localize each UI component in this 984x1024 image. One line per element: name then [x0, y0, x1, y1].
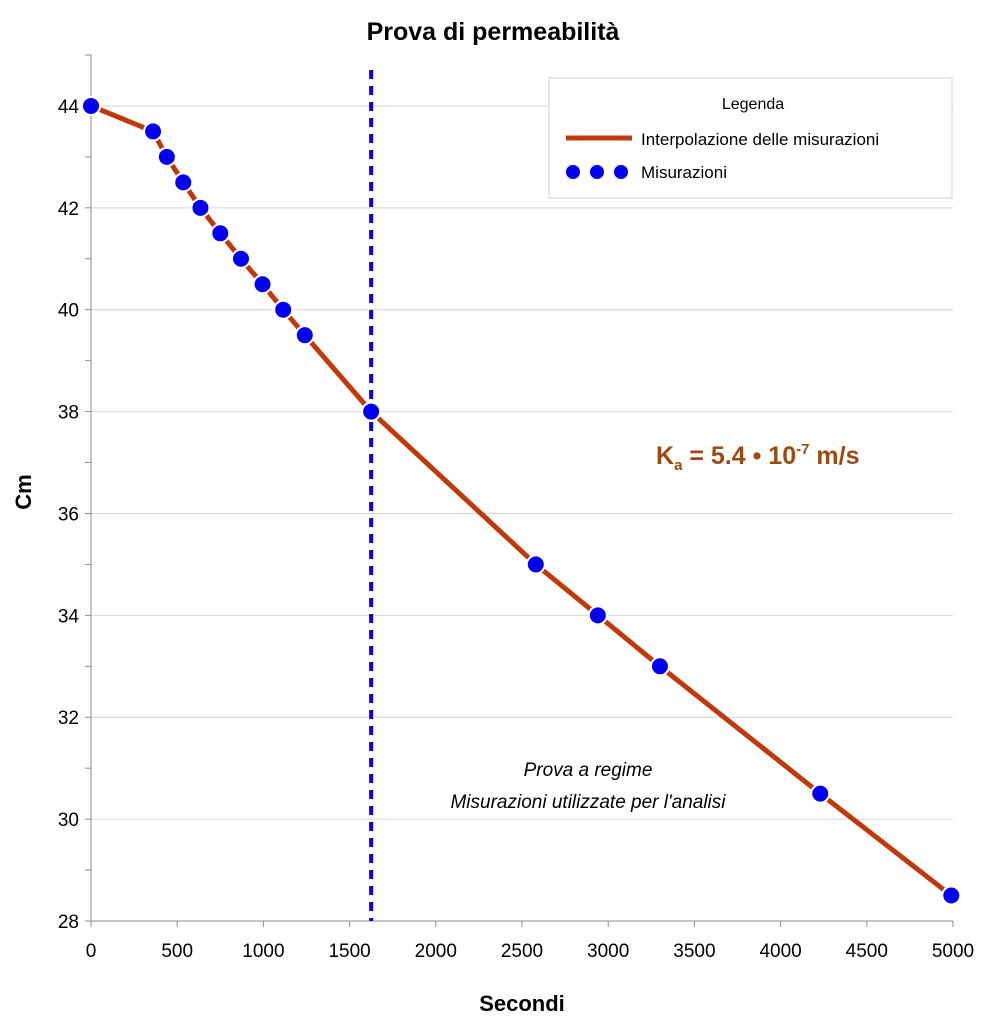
- y-tick-label-32: 32: [58, 708, 79, 729]
- x-tick-label-1500: 1500: [328, 941, 370, 962]
- measurement-point: [230, 248, 251, 269]
- measurement-point: [361, 401, 382, 422]
- x-tick-label-5000: 5000: [932, 941, 974, 962]
- legend-dot-3: [614, 165, 628, 179]
- measurement-point: [190, 197, 211, 218]
- ka-symbol: K: [656, 442, 674, 470]
- x-tick-label-1000: 1000: [242, 941, 284, 962]
- y-tick-label-34: 34: [58, 606, 80, 627]
- measurement-point: [273, 299, 294, 320]
- measurement-point: [81, 95, 101, 116]
- measurement-point: [143, 121, 164, 142]
- x-tick-label-0: 0: [86, 941, 97, 962]
- measurement-point: [252, 274, 273, 295]
- legend-dot-2: [590, 165, 604, 179]
- note-line-1: Prova a regime: [524, 760, 653, 781]
- x-tick-labels: 0 500 1000 1500 2000 2500 3000 3500 4000 4500 5000: [86, 941, 974, 962]
- measurement-point: [649, 656, 670, 677]
- ka-value: = 5.4 • 10: [682, 442, 796, 470]
- legend-item-interpolation: Interpolazione delle misurazioni: [641, 130, 879, 149]
- y-tick-label-30: 30: [58, 810, 79, 831]
- y-axis-label: Cm: [11, 474, 36, 509]
- measurement-point: [941, 885, 962, 906]
- note-line-2: Misurazioni utilizzate per l'analisi: [450, 792, 726, 813]
- measurement-points: [81, 95, 962, 906]
- y-tick-label-36: 36: [58, 504, 79, 525]
- measurement-point: [210, 223, 231, 244]
- ka-subscript: a: [674, 457, 683, 474]
- x-tick-label-3000: 3000: [587, 941, 629, 962]
- y-tick-labels: 28 30 32 34 36 38 40 42 44: [58, 97, 80, 933]
- x-tick-label-2000: 2000: [415, 941, 457, 962]
- axes: [85, 54, 954, 927]
- measurement-point: [156, 146, 177, 167]
- x-tick-label-4500: 4500: [846, 941, 888, 962]
- x-tick-label-4000: 4000: [759, 941, 801, 962]
- y-tick-label-44: 44: [58, 97, 80, 118]
- y-tick-label-42: 42: [58, 199, 79, 220]
- chart-title: Prova di permeabilità: [367, 18, 620, 46]
- x-tick-label-2500: 2500: [501, 941, 543, 962]
- legend-item-measurements: Misurazioni: [641, 163, 727, 182]
- legend-title: Legenda: [722, 96, 784, 113]
- legend: Legenda Interpolazione delle misurazioni…: [548, 77, 953, 199]
- y-tick-label-38: 38: [58, 403, 79, 424]
- x-tick-label-3500: 3500: [673, 941, 715, 962]
- interpolation-line: [88, 103, 954, 899]
- measurement-point: [173, 172, 194, 193]
- gridlines: [91, 105, 953, 820]
- x-tick-label-500: 500: [161, 941, 193, 962]
- y-tick-label-40: 40: [58, 301, 79, 322]
- measurement-point: [294, 325, 315, 346]
- measurement-point: [587, 605, 608, 626]
- legend-dot-1: [566, 165, 580, 179]
- ka-unit: m/s: [809, 442, 859, 470]
- measurement-point: [810, 783, 831, 804]
- x-axis-label: Secondi: [479, 991, 565, 1016]
- interpolation-polyline: [88, 103, 954, 899]
- y-tick-label-28: 28: [58, 912, 79, 933]
- measurement-point: [525, 554, 546, 575]
- ka-annotation: Ka = 5.4 • 10-7 m/s: [656, 441, 859, 474]
- ka-exponent: -7: [796, 441, 809, 458]
